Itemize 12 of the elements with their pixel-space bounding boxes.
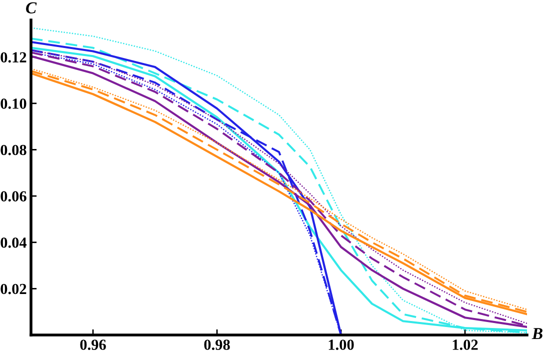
y-tick-label: 0.04 (0, 237, 27, 248)
y-axis-title: C (26, 2, 37, 14)
x-tick-label: 0.98 (204, 340, 230, 350)
x-axis-title: B (532, 328, 542, 340)
y-tick-label: 0.12 (0, 52, 26, 63)
y-tick-label: 0.02 (0, 284, 26, 294)
y-tick-label: 0.06 (0, 191, 26, 202)
y-tick-label: 0.10 (0, 98, 26, 109)
x-tick-label: 0.96 (80, 340, 106, 350)
y-tick-label: 0.08 (0, 144, 26, 156)
x-tick-label: 1.02 (452, 340, 478, 350)
x-tick-label: 1.00 (328, 340, 354, 350)
